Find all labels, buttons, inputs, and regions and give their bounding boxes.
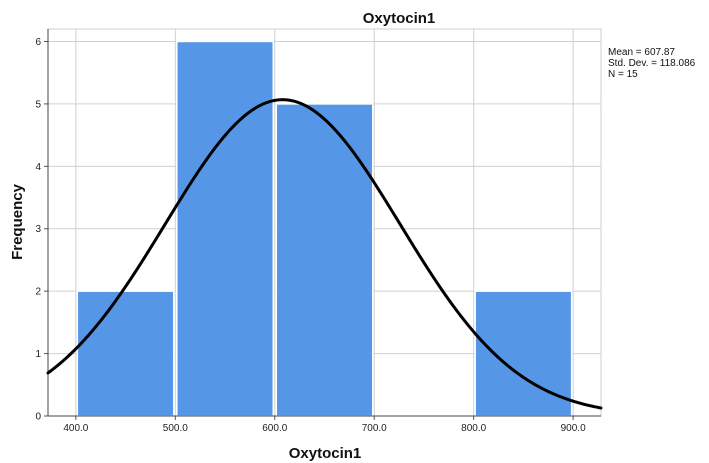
x-tick-label: 700.0 <box>362 423 387 434</box>
y-tick-label: 3 <box>35 224 41 235</box>
normal-curve <box>46 98 603 410</box>
y-tick-label: 0 <box>35 412 41 423</box>
x-tick-label: 800.0 <box>461 423 486 434</box>
histogram-bar <box>176 40 275 417</box>
x-tick-label: 400.0 <box>63 423 88 434</box>
x-axis-label: Oxytocin1 <box>289 445 362 462</box>
y-tick-label: 2 <box>35 287 41 298</box>
x-tick-label: 600.0 <box>262 423 287 434</box>
plot-area: 0 1 2 3 4 5 6 400.0 500.0 600.0 700.0 800.0 900.0 <box>35 28 603 434</box>
y-tick-label: 5 <box>35 99 41 110</box>
x-tick-label: 900.0 <box>561 423 586 434</box>
chart-title: Oxytocin1 <box>363 10 436 27</box>
x-tick-label: 500.0 <box>163 423 188 434</box>
stat-n: N = 15 <box>608 69 638 80</box>
stat-mean: Mean = 607.87 <box>608 47 675 58</box>
histogram-bar <box>474 290 573 417</box>
histogram-bar <box>275 103 374 417</box>
y-axis-label: Frequency <box>9 183 26 260</box>
y-tick-label: 6 <box>35 37 41 48</box>
y-tick-label: 4 <box>35 162 41 173</box>
y-tick-label: 1 <box>35 349 41 360</box>
stat-std-dev: Std. Dev. = 118.086 <box>608 58 696 69</box>
histogram-bar <box>76 290 175 417</box>
